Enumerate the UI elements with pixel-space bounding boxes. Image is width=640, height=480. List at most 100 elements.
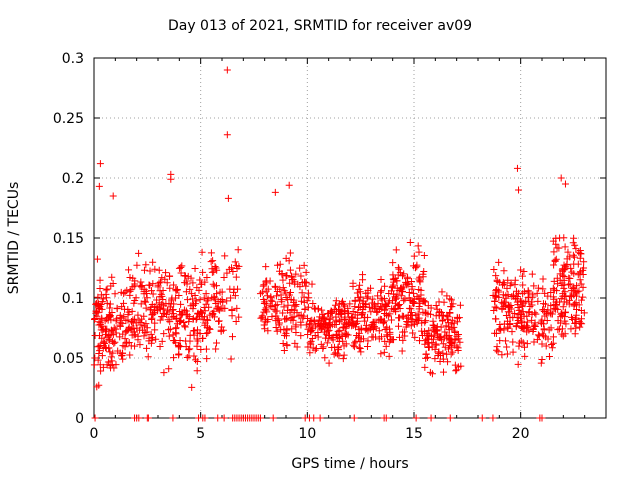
data-point	[175, 292, 183, 300]
data-point	[495, 258, 503, 266]
data-point	[441, 343, 449, 351]
data-point	[454, 314, 462, 322]
data-point	[577, 296, 585, 304]
data-point	[118, 314, 126, 322]
data-point	[125, 338, 133, 346]
data-point	[523, 318, 531, 326]
y-tick-label: 0.15	[53, 231, 84, 247]
data-point	[567, 325, 575, 333]
data-point	[110, 364, 118, 372]
data-point	[203, 297, 211, 305]
data-point	[426, 368, 434, 376]
data-point	[515, 306, 523, 314]
data-point	[403, 314, 411, 322]
data-point	[335, 352, 343, 360]
data-point	[292, 328, 300, 336]
data-point	[99, 295, 107, 303]
data-point	[338, 308, 346, 316]
data-point	[561, 180, 569, 188]
data-point	[454, 346, 462, 354]
data-point	[220, 414, 228, 422]
data-point	[231, 258, 239, 266]
data-point	[548, 340, 556, 348]
data-point	[577, 307, 585, 315]
data-point	[510, 291, 518, 299]
x-tick-label: 5	[196, 426, 205, 442]
data-point	[496, 337, 504, 345]
data-point	[128, 331, 136, 339]
data-point	[302, 278, 310, 286]
data-point	[264, 315, 272, 323]
data-point	[330, 305, 338, 313]
data-point	[559, 303, 567, 311]
data-point	[565, 274, 573, 282]
data-point	[181, 323, 189, 331]
data-point	[496, 325, 504, 333]
data-point	[539, 285, 547, 293]
data-point	[151, 326, 159, 334]
data-point	[325, 319, 333, 327]
data-point	[557, 319, 565, 327]
data-point	[121, 335, 129, 343]
data-point	[567, 264, 575, 272]
data-point	[444, 358, 452, 366]
data-point	[400, 270, 408, 278]
data-point	[297, 272, 305, 280]
data-point	[554, 280, 562, 288]
data-point	[169, 337, 177, 345]
data-point	[280, 303, 288, 311]
data-point	[349, 279, 357, 287]
data-point	[137, 321, 145, 329]
data-point	[355, 285, 363, 293]
data-point	[280, 287, 288, 295]
data-point	[272, 317, 280, 325]
data-point	[425, 343, 433, 351]
data-point	[407, 322, 415, 330]
data-point	[554, 326, 562, 334]
data-point	[377, 287, 385, 295]
data-point	[186, 337, 194, 345]
data-point	[116, 321, 124, 329]
data-point	[152, 303, 160, 311]
data-point	[558, 281, 566, 289]
data-point	[177, 317, 185, 325]
data-point	[196, 312, 204, 320]
data-point	[95, 182, 103, 190]
data-point	[149, 258, 157, 266]
data-point	[197, 309, 205, 317]
data-point	[550, 248, 558, 256]
y-axis-label: SRMTID / TECUs	[6, 181, 22, 295]
data-point	[538, 356, 546, 364]
data-point	[165, 300, 173, 308]
data-point	[142, 261, 150, 269]
data-point	[514, 360, 522, 368]
data-point	[108, 273, 116, 281]
data-point	[349, 341, 357, 349]
data-point	[507, 279, 515, 287]
data-point	[446, 414, 454, 422]
data-point	[357, 324, 365, 332]
data-point	[351, 311, 359, 319]
data-point	[525, 289, 533, 297]
data-point	[384, 312, 392, 320]
data-point	[549, 284, 557, 292]
data-point	[326, 309, 334, 317]
data-point	[335, 300, 343, 308]
data-point	[508, 328, 516, 336]
data-point	[357, 335, 365, 343]
x-tick-label: 20	[512, 426, 530, 442]
data-point	[399, 336, 407, 344]
data-point	[435, 298, 443, 306]
data-point	[311, 305, 319, 313]
data-point	[547, 288, 555, 296]
data-point	[147, 339, 155, 347]
data-point	[232, 273, 240, 281]
data-point	[412, 414, 420, 422]
data-point	[121, 288, 129, 296]
data-point	[532, 310, 540, 318]
data-point	[183, 277, 191, 285]
data-point	[435, 311, 443, 319]
data-point	[173, 286, 181, 294]
data-point	[118, 352, 126, 360]
